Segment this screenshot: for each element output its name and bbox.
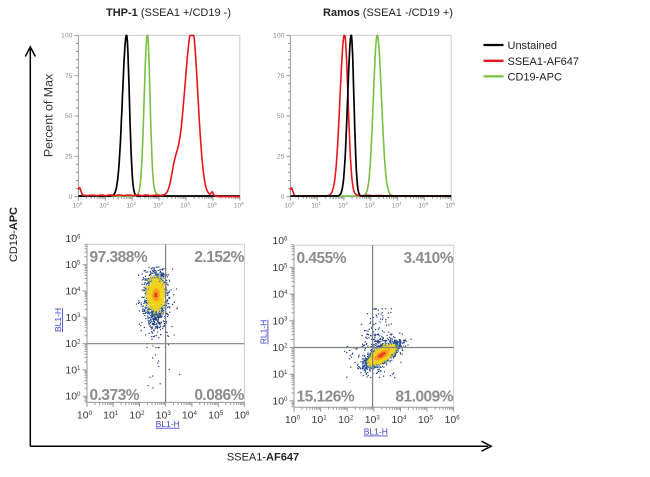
svg-text:3.410%: 3.410%	[404, 250, 454, 267]
svg-text:Ramos (SSEA1 -/CD19 +): Ramos (SSEA1 -/CD19 +)	[323, 7, 453, 19]
svg-text:75: 75	[277, 73, 285, 80]
svg-text:SSEA1-AF647: SSEA1-AF647	[508, 56, 580, 68]
svg-text:50: 50	[277, 113, 285, 120]
svg-text:100: 100	[273, 33, 285, 40]
svg-text:BL1-H: BL1-H	[364, 427, 388, 437]
svg-text:100: 100	[61, 33, 73, 40]
svg-text:81.009%: 81.009%	[395, 389, 453, 406]
svg-text:15.126%: 15.126%	[297, 389, 355, 406]
svg-text:106: 106	[445, 201, 455, 210]
svg-text:0.373%: 0.373%	[90, 387, 140, 404]
svg-text:101: 101	[311, 201, 321, 210]
svg-text:SSEA1-AF647: SSEA1-AF647	[227, 452, 299, 464]
svg-text:101: 101	[99, 201, 109, 210]
svg-text:CD19-APC: CD19-APC	[508, 72, 562, 84]
svg-text:103: 103	[153, 201, 163, 210]
svg-text:104: 104	[180, 201, 190, 210]
svg-text:100: 100	[285, 201, 295, 210]
svg-text:0: 0	[281, 194, 285, 201]
svg-text:105: 105	[419, 201, 429, 210]
svg-text:102: 102	[338, 201, 348, 210]
svg-text:106: 106	[234, 201, 244, 210]
svg-text:RL1-H: RL1-H	[259, 320, 269, 345]
svg-text:104: 104	[392, 201, 402, 210]
svg-text:0.455%: 0.455%	[297, 250, 347, 267]
svg-text:Unstained: Unstained	[508, 40, 558, 52]
svg-text:50: 50	[65, 113, 73, 120]
svg-text:97.388%: 97.388%	[90, 249, 148, 266]
svg-text:2.152%: 2.152%	[194, 249, 244, 266]
svg-text:100: 100	[73, 201, 83, 210]
svg-text:CD19-APC: CD19-APC	[8, 207, 20, 262]
svg-text:102: 102	[126, 201, 136, 210]
svg-text:THP-1 (SSEA1 +/CD19 -): THP-1 (SSEA1 +/CD19 -)	[106, 7, 231, 19]
svg-text:103: 103	[365, 201, 375, 210]
svg-text:BL1-H: BL1-H	[53, 308, 63, 332]
svg-text:75: 75	[65, 73, 73, 80]
svg-text:25: 25	[277, 154, 285, 161]
svg-text:0: 0	[69, 194, 73, 201]
svg-text:BL1-H: BL1-H	[156, 419, 180, 429]
svg-text:Percent of Max: Percent of Max	[41, 73, 55, 157]
svg-text:0.086%: 0.086%	[194, 387, 244, 404]
svg-text:105: 105	[207, 201, 217, 210]
svg-text:25: 25	[65, 154, 73, 161]
